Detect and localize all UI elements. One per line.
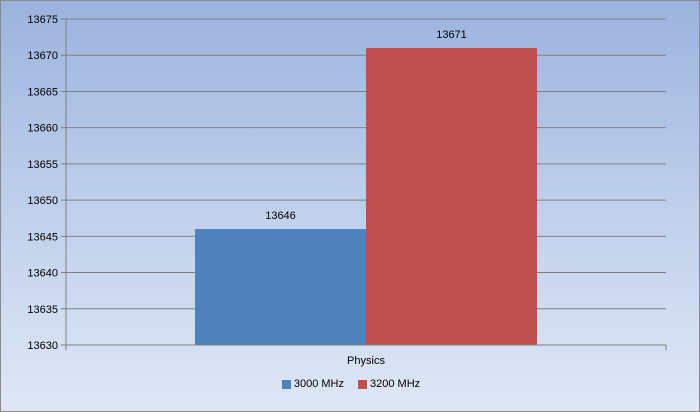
legend-swatch (358, 379, 367, 389)
legend-item: 3000 MHz (281, 378, 344, 390)
bars (195, 47, 537, 345)
category-label: Physics (347, 355, 385, 367)
legend-item: 3200 MHz (358, 378, 420, 390)
legend-label: 3000 MHz (293, 378, 344, 390)
bar-chart: 13630 13635 13640 13645 13650 13655 13660 13665… (27, 14, 667, 367)
y-tick-label: 13640 (27, 268, 58, 280)
axes: Physics (65, 19, 667, 367)
y-tick-label: 13665 (27, 86, 58, 98)
bar-value-label: 13671 (436, 29, 467, 41)
bar-value-label: 13646 (265, 210, 296, 222)
y-tick-label: 13655 (27, 159, 58, 171)
y-tick-label: 13630 (27, 340, 58, 352)
y-axis-ticks: 13630 13635 13640 13645 13650 13655 13660 13665… (27, 14, 66, 352)
y-tick-label: 13635 (27, 304, 58, 316)
legend-swatch (281, 379, 291, 389)
y-tick-label: 13670 (27, 50, 58, 62)
y-tick-label: 13660 (27, 123, 58, 135)
bar (195, 229, 366, 345)
data-labels: 13646 13671 (265, 29, 467, 222)
legend-label: 3200 MHz (370, 378, 421, 390)
y-tick-label: 13650 (27, 195, 58, 207)
y-tick-label: 13675 (27, 14, 58, 26)
legend: 3000 MHz 3200 MHz (1, 374, 700, 394)
y-tick-label: 13645 (27, 231, 58, 243)
bar (366, 47, 537, 345)
